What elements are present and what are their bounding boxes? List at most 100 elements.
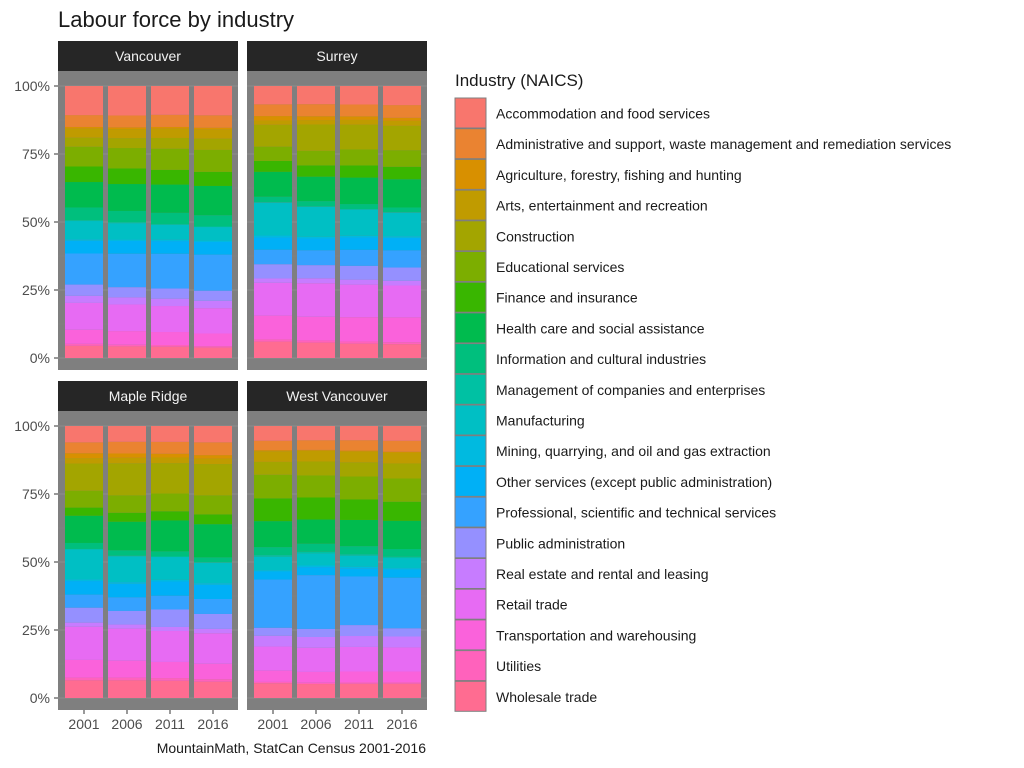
bar-segment-health-care-and-social-assistance-2011 [340, 177, 378, 205]
bar-segment-transportation-and-warehousing-2006 [108, 331, 146, 345]
bar-segment-retail-trade-2016 [194, 633, 232, 664]
bar-segment-construction-2016 [194, 138, 232, 150]
bar-segment-information-and-cultural-industries-2011 [340, 204, 378, 210]
legend-label: Transportation and warehousing [496, 627, 696, 643]
bar-segment-construction-2001 [65, 463, 103, 491]
legend-key [454, 128, 487, 160]
bar-segment-public-administration-2016 [383, 267, 421, 281]
bar-segment-wholesale-trade-2006 [108, 346, 146, 358]
legend-item-manufacturing: Manufacturing [454, 404, 585, 436]
bar-segment-transportation-and-warehousing-2006 [297, 671, 335, 683]
bar-segment-finance-and-insurance-2001 [254, 160, 292, 172]
bar-segment-accommodation-and-food-services-2016 [194, 426, 232, 443]
bar-segment-health-care-and-social-assistance-2006 [108, 184, 146, 211]
bar-segment-construction-2011 [151, 137, 189, 149]
bar-segment-utilities-2011 [340, 341, 378, 344]
bar-segment-construction-2016 [383, 125, 421, 151]
legend-item-other-services-except-public-administration: Other services (except public administra… [454, 465, 772, 497]
bar-segment-wholesale-trade-2006 [297, 684, 335, 698]
bar-segment-utilities-2006 [297, 340, 335, 343]
bar-segment-utilities-2006 [108, 677, 146, 681]
bar-segment-arts-entertainment-and-recreation-2006 [108, 129, 146, 139]
bar-segment-administrative-and-support-waste-management-and-remediation-services-2006 [297, 104, 335, 117]
bar-segment-manufacturing-2006 [108, 223, 146, 240]
bar-segment-health-care-and-social-assistance-2016 [383, 520, 421, 550]
legend-label: Professional, scientific and technical s… [496, 505, 776, 521]
bar-segment-real-estate-and-rental-and-leasing-2016 [383, 636, 421, 648]
legend-key [454, 220, 487, 252]
bar-segment-construction-2006 [108, 463, 146, 496]
legend-key [454, 281, 487, 313]
bar-segment-construction-2006 [297, 124, 335, 151]
bar-segment-administrative-and-support-waste-management-and-remediation-services-2016 [383, 440, 421, 452]
bar-segment-health-care-and-social-assistance-2016 [194, 524, 232, 558]
bar-segment-management-of-companies-and-enterprises-2016 [194, 226, 232, 228]
bar-segment-mining-quarrying-and-oil-and-gas-extraction-2006 [108, 582, 146, 584]
bar-segment-utilities-2001 [65, 677, 103, 681]
bar-segment-mining-quarrying-and-oil-and-gas-extraction-2011 [151, 579, 189, 582]
bar-segment-professional-scientific-and-technical-services-2016 [383, 250, 421, 268]
bar-segment-mining-quarrying-and-oil-and-gas-extraction-2011 [340, 235, 378, 238]
bar-segment-management-of-companies-and-enterprises-2011 [340, 209, 378, 210]
bar-segment-finance-and-insurance-2006 [108, 512, 146, 522]
legend-key [454, 527, 487, 559]
bar-segment-mining-quarrying-and-oil-and-gas-extraction-2016 [383, 236, 421, 238]
bar-segment-management-of-companies-and-enterprises-2011 [151, 224, 189, 225]
bar-segment-educational-services-2006 [297, 475, 335, 498]
bar-segment-utilities-2016 [194, 346, 232, 348]
bar-segment-information-and-cultural-industries-2001 [65, 542, 103, 549]
legend: Industry (NAICS) Accommodation and food … [454, 71, 951, 712]
bar-segment-agriculture-forestry-fishing-and-hunting-2001 [65, 126, 103, 129]
bar-segment-accommodation-and-food-services-2001 [65, 86, 103, 116]
bar-segment-management-of-companies-and-enterprises-2001 [65, 220, 103, 222]
bar-segment-retail-trade-2016 [194, 308, 232, 334]
bar-segment-agriculture-forestry-fishing-and-hunting-2001 [254, 116, 292, 121]
bar-segment-transportation-and-warehousing-2016 [194, 663, 232, 680]
chart-title: Labour force by industry [58, 7, 294, 32]
bar-segment-accommodation-and-food-services-2006 [297, 86, 335, 105]
bar-segment-public-administration-2016 [194, 613, 232, 629]
bar-segment-other-services-except-public-administration-2001 [254, 571, 292, 580]
bar-segment-accommodation-and-food-services-2001 [254, 426, 292, 441]
bar-segment-public-administration-2011 [151, 288, 189, 299]
bar-segment-other-services-except-public-administration-2001 [65, 240, 103, 254]
y-tick-label: 50% [22, 554, 50, 570]
bar-segment-finance-and-insurance-2016 [383, 501, 421, 521]
bar-segment-retail-trade-2001 [254, 282, 292, 316]
bar-segment-finance-and-insurance-2016 [194, 171, 232, 186]
bar-segment-health-care-and-social-assistance-2016 [383, 179, 421, 208]
legend-key [454, 619, 487, 651]
bar-segment-wholesale-trade-2006 [108, 680, 146, 698]
bar-segment-construction-2011 [340, 462, 378, 477]
bar-segment-mining-quarrying-and-oil-and-gas-extraction-2006 [108, 239, 146, 241]
chart-caption: MountainMath, StatCan Census 2001-2016 [157, 740, 426, 756]
bar-segment-public-administration-2001 [254, 627, 292, 636]
bar-segment-utilities-2016 [194, 679, 232, 682]
legend-item-professional-scientific-and-technical-services: Professional, scientific and technical s… [454, 496, 776, 528]
bar-segment-retail-trade-2011 [340, 646, 378, 672]
bar-segment-agriculture-forestry-fishing-and-hunting-2016 [194, 127, 232, 130]
bar-segment-arts-entertainment-and-recreation-2016 [383, 120, 421, 126]
bar-segment-real-estate-and-rental-and-leasing-2006 [108, 624, 146, 629]
bar-segment-retail-trade-2006 [297, 647, 335, 672]
x-tick-label: 2001 [257, 716, 288, 732]
bar-segment-utilities-2011 [151, 678, 189, 681]
y-tick-label: 0% [30, 690, 50, 706]
bar-segment-other-services-except-public-administration-2006 [108, 583, 146, 598]
bar-segment-information-and-cultural-industries-2016 [194, 557, 232, 563]
bar-segment-information-and-cultural-industries-2006 [297, 201, 335, 207]
x-tick-label: 2016 [197, 716, 228, 732]
bar-segment-management-of-companies-and-enterprises-2006 [108, 222, 146, 224]
bar-segment-educational-services-2001 [254, 146, 292, 161]
bar-segment-construction-2001 [65, 137, 103, 147]
bar-segment-transportation-and-warehousing-2001 [65, 659, 103, 678]
bar-segment-agriculture-forestry-fishing-and-hunting-2001 [254, 450, 292, 452]
bar-segment-other-services-except-public-administration-2016 [383, 237, 421, 251]
bar-segment-public-administration-2001 [254, 264, 292, 279]
bar-segment-real-estate-and-rental-and-leasing-2001 [65, 295, 103, 303]
facet-strip-label: Vancouver [115, 48, 181, 64]
bar-segment-accommodation-and-food-services-2006 [297, 426, 335, 441]
bar-segment-retail-trade-2011 [151, 306, 189, 333]
bar-segment-other-services-except-public-administration-2016 [383, 569, 421, 578]
bar-segment-arts-entertainment-and-recreation-2016 [194, 129, 232, 139]
